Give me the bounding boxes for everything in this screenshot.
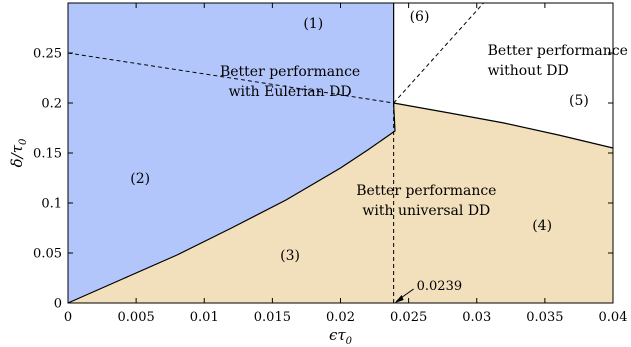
annotation-line: Better performance (356, 183, 496, 199)
y-tick-label: 0.05 (33, 247, 62, 262)
region-label: (5) (569, 93, 589, 109)
labels-layer: 0 0.005 0.01 0.015 0.02 0.025 0.03 0.035 0.04 0 0.… (8, 9, 628, 347)
boundary-eulerian-universal (67, 102, 396, 304)
annotation: Better performance without DD (488, 43, 628, 79)
annotation-line: Better performance (220, 64, 360, 80)
boundary-universal-none (393, 102, 614, 149)
region-label: (4) (532, 218, 552, 234)
y-tick-label: 0.25 (33, 47, 62, 62)
y-axis-label: δ/τ0 (8, 138, 29, 167)
region-eulerian-dd (68, 3, 395, 303)
annotation-line: with Eulerian DD (229, 84, 352, 100)
y-tick-label: 0.2 (41, 97, 62, 112)
x-tick-label: 0.015 (254, 310, 291, 325)
x-tick-label: 0.005 (118, 310, 155, 325)
y-tick-label: 0 (54, 297, 62, 312)
region-label: (2) (130, 171, 150, 187)
x-tick-label: 0.02 (326, 310, 355, 325)
x-axis-label: ϵτ0 (329, 326, 353, 347)
boundary-lines-layer (67, 2, 614, 304)
dashed-guide-1 (67, 52, 394, 104)
x-tick-label: 0.01 (190, 310, 219, 325)
y-tick-label: 0.1 (41, 197, 62, 212)
marker-arrow-head (394, 295, 404, 303)
annotation-line: with universal DD (362, 203, 490, 219)
annotation-line: without DD (488, 63, 569, 79)
axes-layer (67, 2, 614, 304)
annotation: Better performance with Eulerian DD (220, 64, 360, 100)
x-tick-label: 0 (64, 310, 72, 325)
annotation-line: Better performance (488, 43, 628, 59)
regions-layer (68, 3, 613, 303)
x-tick-label: 0.035 (526, 310, 563, 325)
annotation: Better performance with universal DD (356, 183, 496, 219)
x-tick-label: 0.03 (462, 310, 491, 325)
x-tick-label: 0.025 (390, 310, 427, 325)
x-tick-label: 0.04 (599, 310, 628, 325)
region-universal-dd (68, 103, 613, 303)
marker-label: 0.0239 (417, 279, 463, 294)
region-label: (6) (410, 9, 430, 25)
region-label: (1) (303, 16, 323, 32)
dashed-guide-2 (393, 2, 484, 104)
region-label: (3) (280, 248, 300, 264)
y-tick-label: 0.15 (33, 147, 62, 162)
